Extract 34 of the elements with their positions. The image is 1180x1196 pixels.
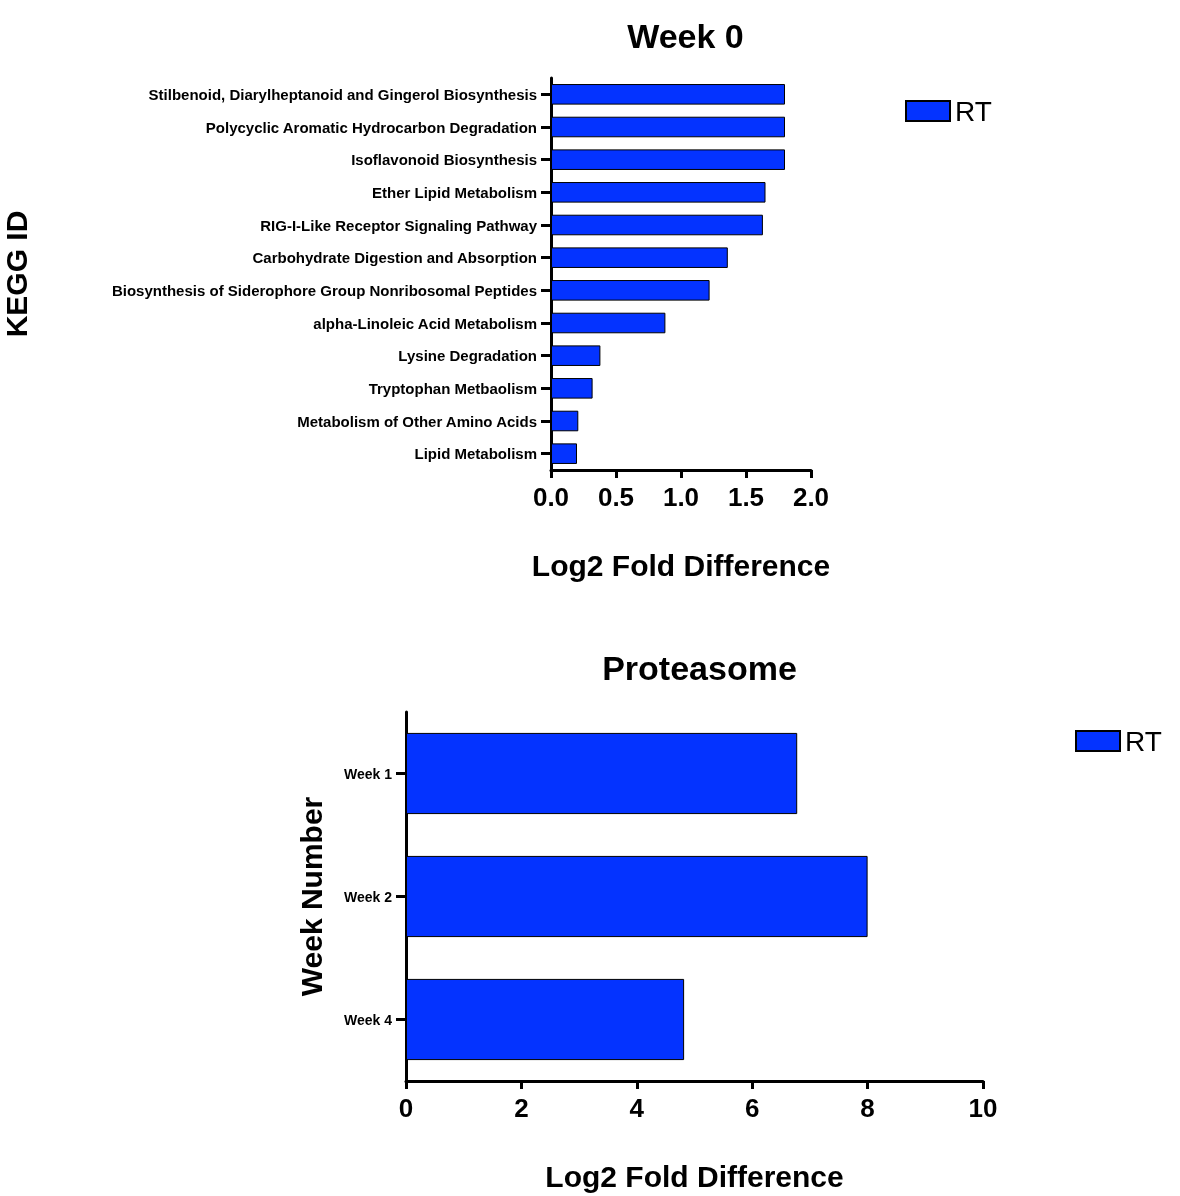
y-tick-label: Ether Lipid Metabolism [371,183,537,201]
x-tick-label: 1.5 [727,482,765,512]
y-tick-label: Lysine Degradation [398,347,537,365]
y-tick-label: RIG-I-Like Receptor Signaling Pathway [260,216,538,234]
y-tick-label: Week 1 [344,765,393,782]
legend-label: RT [955,95,992,127]
y-tick-label: Week 2 [344,888,393,905]
x-tick-label: 4 [629,1093,645,1123]
x-tick-label: 2 [514,1093,529,1123]
x-axis-title: Log2 Fold Difference [545,1159,844,1193]
legend-label: RT [1125,725,1162,757]
y-axis-title: KEGG ID [0,210,33,338]
y-tick-label: Carbohydrate Digestion and Absorption [252,249,537,267]
y-tick-label: Polycyclic Aromatic Hydrocarbon Degradation [205,118,537,136]
y-tick-label: Week 4 [344,1011,393,1028]
x-tick-label: 6 [744,1093,760,1123]
y-tick-label: Tryptophan Metbaolism [368,379,537,397]
y-tick-label: Isoflavonoid Biosynthesis [351,151,537,169]
x-tick-label: 0.5 [597,482,635,512]
chart-title: Proteasome [602,649,797,687]
y-tick-label: Biosynthesis of Siderophore Group Nonribosomal Peptides [111,281,537,299]
x-tick-label: 2.0 [792,482,830,512]
y-tick-label: Lipid Metabolism [414,445,537,463]
x-tick-label: 1.0 [662,482,700,512]
x-tick-label: 0.0 [532,482,570,512]
x-axis-title: Log2 Fold Difference [531,548,831,582]
x-tick-label: 0 [398,1093,414,1123]
y-tick-label: Stilbenoid, Diarylheptanoid and Gingerol Biosynthesis [148,85,537,103]
y-tick-label: alpha-Linoleic Acid Metabolism [313,314,537,332]
y-tick-label: Metabolism of Other Amino Acids [297,412,537,430]
x-tick-label: 8 [860,1093,875,1123]
y-axis-title: Week Number [294,796,328,997]
chart-title: Week 0 [627,17,744,55]
x-tick-label: 10 [968,1093,998,1123]
